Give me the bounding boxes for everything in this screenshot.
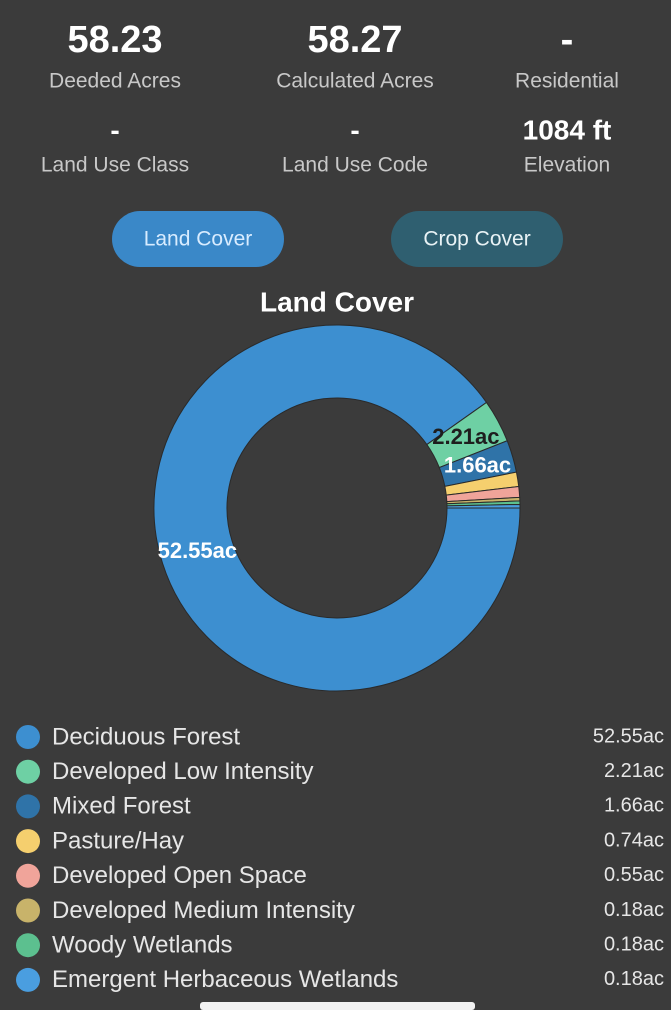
tab-button-label[interactable]: Land Cover: [144, 228, 253, 251]
data-label: 2.21ac: [432, 424, 499, 449]
stat-value: -: [561, 19, 574, 61]
donut-slice: [446, 503, 521, 509]
donut-slice: [153, 324, 521, 692]
stat-label: Deeded Acres: [49, 70, 181, 93]
stat-value: 1084 ft: [523, 114, 612, 145]
tab-button[interactable]: [112, 211, 284, 267]
legend-label: Developed Medium Intensity: [52, 897, 355, 924]
legend-label: Developed Low Intensity: [52, 758, 314, 785]
legend-value: 0.18ac: [604, 968, 664, 990]
legend-swatch: [16, 794, 40, 819]
legend-value: 0.74ac: [604, 829, 664, 851]
legend-value: 0.55ac: [604, 864, 664, 886]
tab-button-label[interactable]: Crop Cover: [423, 228, 530, 251]
home-bar: [200, 1002, 475, 1010]
legend-swatch: [16, 829, 40, 854]
tab-button[interactable]: [391, 211, 563, 267]
legend-value: 0.18ac: [604, 899, 664, 921]
stat-label: Elevation: [524, 154, 610, 177]
legend-swatch: [16, 863, 40, 888]
legend-swatch: [16, 933, 40, 958]
stat-label: Land Use Class: [41, 154, 189, 177]
chart-title: Land Cover: [260, 286, 414, 317]
legend-label: Developed Open Space: [52, 862, 307, 889]
stat-value: 58.27: [307, 19, 402, 61]
stat-value: -: [350, 114, 359, 145]
legend-label: Woody Wetlands: [52, 932, 233, 959]
data-label: 1.66ac: [444, 452, 511, 477]
legend-value: 1.66ac: [604, 795, 664, 817]
stat-label: Residential: [515, 70, 619, 93]
data-label: 52.55ac: [158, 538, 238, 563]
legend-label: Pasture/Hay: [52, 827, 184, 854]
legend-value: 0.18ac: [604, 933, 664, 955]
legend-value: 52.55ac: [593, 725, 664, 747]
legend-label: Deciduous Forest: [52, 723, 240, 750]
stat-value: -: [110, 114, 119, 145]
stat-label: Calculated Acres: [276, 70, 434, 93]
stat-label: Land Use Code: [282, 154, 428, 177]
legend-swatch: [16, 967, 40, 992]
legend-swatch: [16, 759, 40, 784]
legend-label: Emergent Herbaceous Wetlands: [52, 966, 398, 993]
legend-swatch: [16, 898, 40, 923]
legend-value: 2.21ac: [604, 760, 664, 782]
legend-swatch: [16, 725, 40, 749]
legend-label: Mixed Forest: [52, 793, 191, 820]
stat-value: 58.23: [67, 19, 162, 61]
